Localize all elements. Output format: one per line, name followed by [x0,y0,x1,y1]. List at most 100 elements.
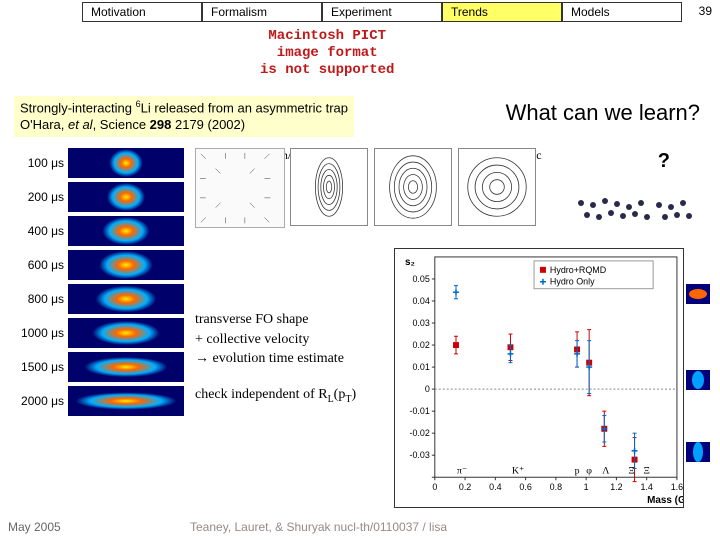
scatter-dot [620,213,626,219]
time-row: 1000 μs [14,316,186,350]
nav-bar: Motivation Formalism Experiment Trends M… [82,2,682,22]
scatter-dot [614,201,620,207]
mt-l2: + collective velocity [195,330,356,350]
time-blob [68,250,184,280]
vector-field-svg [196,149,284,227]
pict-l3: is not supported [260,62,394,79]
time-label: 600 μs [14,258,68,272]
shape-marker [686,284,710,304]
ellipse-panel [374,148,452,226]
cit-etal: et al [68,117,93,132]
dots-region [568,170,708,220]
scatter-dot [662,214,668,220]
time-row: 100 μs [14,146,186,180]
footer-citation: Teaney, Lauret, & Shuryak nucl-th/011003… [190,520,447,534]
time-blob [68,148,184,178]
pict-l2: image format [260,45,394,62]
scatter-dot [608,210,614,216]
cit-pg: 2179 (2002) [171,117,245,132]
svg-text:s₂: s₂ [405,257,415,268]
scatter-dot [602,198,608,204]
time-row: 1500 μs [14,350,186,384]
svg-text:0.04: 0.04 [412,296,429,306]
scatter-dot [668,204,674,210]
svg-text:0.4: 0.4 [489,482,501,492]
svg-text:π⁻: π⁻ [457,465,467,476]
footer-date: May 2005 [8,520,61,534]
time-label: 1000 μs [14,326,68,340]
svg-text:0.8: 0.8 [550,482,562,492]
scatter-dot [596,214,602,220]
ellipse-row [290,148,536,226]
mt-l3: → evolution time estimate [195,349,356,369]
nav-models[interactable]: Models [562,2,682,22]
scatter-dot [644,214,650,220]
time-strip: 100 μs 200 μs 400 μs 600 μs 800 μs 1000 μs 150… [14,146,186,418]
svg-text:1.2: 1.2 [610,482,622,492]
svg-text:Hydro Only: Hydro Only [550,277,595,287]
time-label: 200 μs [14,190,68,204]
svg-text:-0.02: -0.02 [410,428,430,438]
pict-l1: Macintosh PICT [260,28,394,45]
scatter-dot [632,211,638,217]
time-row: 2000 μs [14,384,186,418]
shape-marker [686,442,710,462]
cit-el: Li released from an asymmetric trap [141,100,348,115]
mt-l1: transverse FO shape [195,310,356,330]
cit-vol: 298 [150,117,172,132]
ellipse-panel [290,148,368,226]
svg-text:φ: φ [586,465,592,476]
svg-text:1.6: 1.6 [671,482,683,492]
time-row: 200 μs [14,180,186,214]
time-blob [68,284,184,314]
svg-text:Ξ: Ξ [628,465,634,476]
time-blob [68,386,184,416]
scatter-dot [578,200,584,206]
ellipse-panel [458,148,536,226]
chart-svg: -0.03-0.02-0.0100.010.020.030.040.0500.2… [395,249,683,507]
scatter-dot [680,200,686,206]
svg-text:0.6: 0.6 [519,482,531,492]
time-label: 100 μs [14,156,68,170]
cit-rest: , Science [93,117,150,132]
scatter-dot [590,202,596,208]
svg-text:0.02: 0.02 [412,340,429,350]
svg-text:-0.03: -0.03 [410,450,430,460]
nav-motivation[interactable]: Motivation [82,2,202,22]
scatter-dot [656,202,662,208]
svg-text:Mass (GeV): Mass (GeV) [647,495,683,506]
question-text: What can we learn? [506,100,700,126]
scatter-dot [686,213,692,219]
svg-text:0: 0 [432,482,437,492]
nav-trends[interactable]: Trends [442,2,562,22]
shape-marker [686,370,710,390]
time-label: 800 μs [14,292,68,306]
svg-text:-0.01: -0.01 [410,406,430,416]
cit-auth: O'Hara, [20,117,68,132]
svg-text:0.05: 0.05 [412,274,429,284]
svg-text:1: 1 [584,482,589,492]
pict-placeholder: Macintosh PICT image format is not suppo… [260,28,394,78]
main-text: transverse FO shape + collective velocit… [195,310,356,407]
nav-formalism[interactable]: Formalism [202,2,322,22]
time-row: 600 μs [14,248,186,282]
time-label: 400 μs [14,224,68,238]
scatter-dot [626,204,632,210]
svg-text:p: p [575,465,580,476]
page-number: 39 [699,4,712,18]
cit-pre: Strongly-interacting [20,100,136,115]
svg-text:1.4: 1.4 [640,482,652,492]
time-blob [68,182,184,212]
time-blob [68,318,184,348]
nav-experiment[interactable]: Experiment [322,2,442,22]
time-row: 400 μs [14,214,186,248]
time-row: 800 μs [14,282,186,316]
time-blob [68,352,184,382]
time-blob [68,216,184,246]
scatter-dot [674,212,680,218]
svg-text:0.01: 0.01 [412,362,429,372]
citation-box: Strongly-interacting 6Li released from a… [14,96,354,137]
svg-text:Λ: Λ [602,465,610,476]
s2-chart: -0.03-0.02-0.0100.010.020.030.040.0500.2… [394,248,684,508]
svg-text:0.2: 0.2 [459,482,471,492]
